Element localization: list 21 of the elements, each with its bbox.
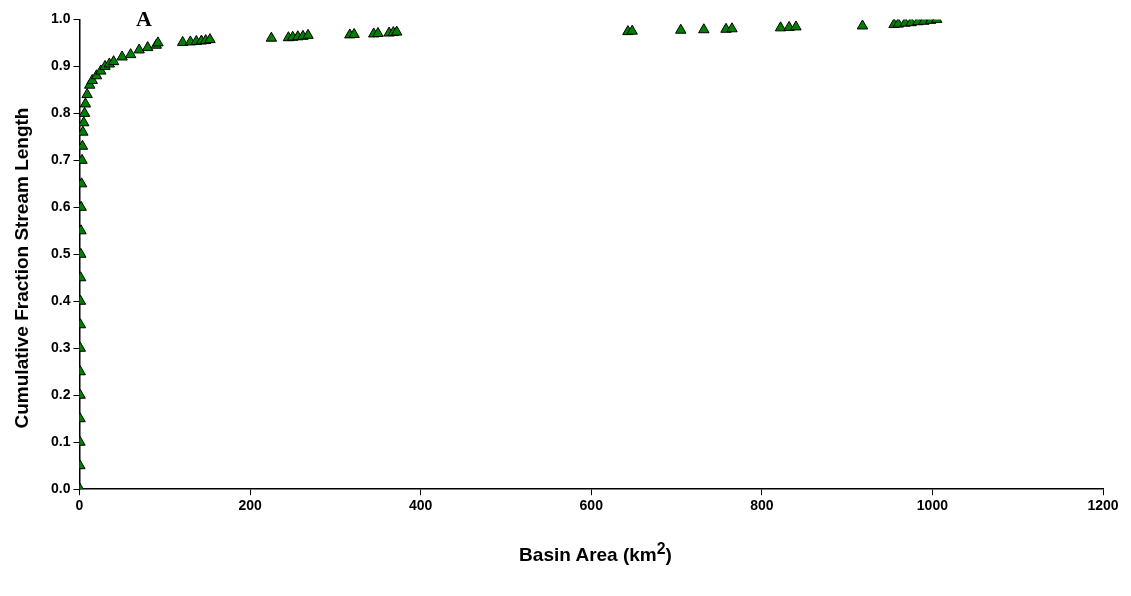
x-tick-label: 1200 — [1087, 497, 1119, 514]
x-tick-label: 0 — [75, 497, 84, 514]
y-tick-label: 0.4 — [50, 292, 71, 309]
x-tick-label: 800 — [750, 497, 774, 514]
y-tick-label: 0.8 — [50, 104, 71, 121]
y-tick-label: 0.2 — [50, 386, 71, 403]
y-tick-label: 0.6 — [50, 198, 71, 215]
x-axis-title: Basin Area (km$^{2}$) — [518, 540, 673, 567]
y-tick-label: 0.1 — [50, 433, 71, 450]
chart-title: A — [136, 6, 152, 32]
y-tick-label: 0.7 — [50, 151, 71, 168]
y-tick-label: 1.0 — [50, 10, 71, 27]
x-tick-label: 1000 — [916, 497, 949, 514]
y-tick-label: 0.9 — [50, 57, 71, 74]
x-tick-label: 200 — [238, 497, 262, 514]
y-tick-label: 0.5 — [50, 245, 71, 262]
y-tick-label: 0.0 — [50, 480, 71, 497]
y-axis-title: Cumulative Fraction Stream Length — [11, 107, 33, 429]
x-tick-label: 600 — [579, 497, 604, 514]
x-tick-label: 400 — [408, 497, 433, 514]
y-tick-label: 0.3 — [50, 339, 71, 356]
